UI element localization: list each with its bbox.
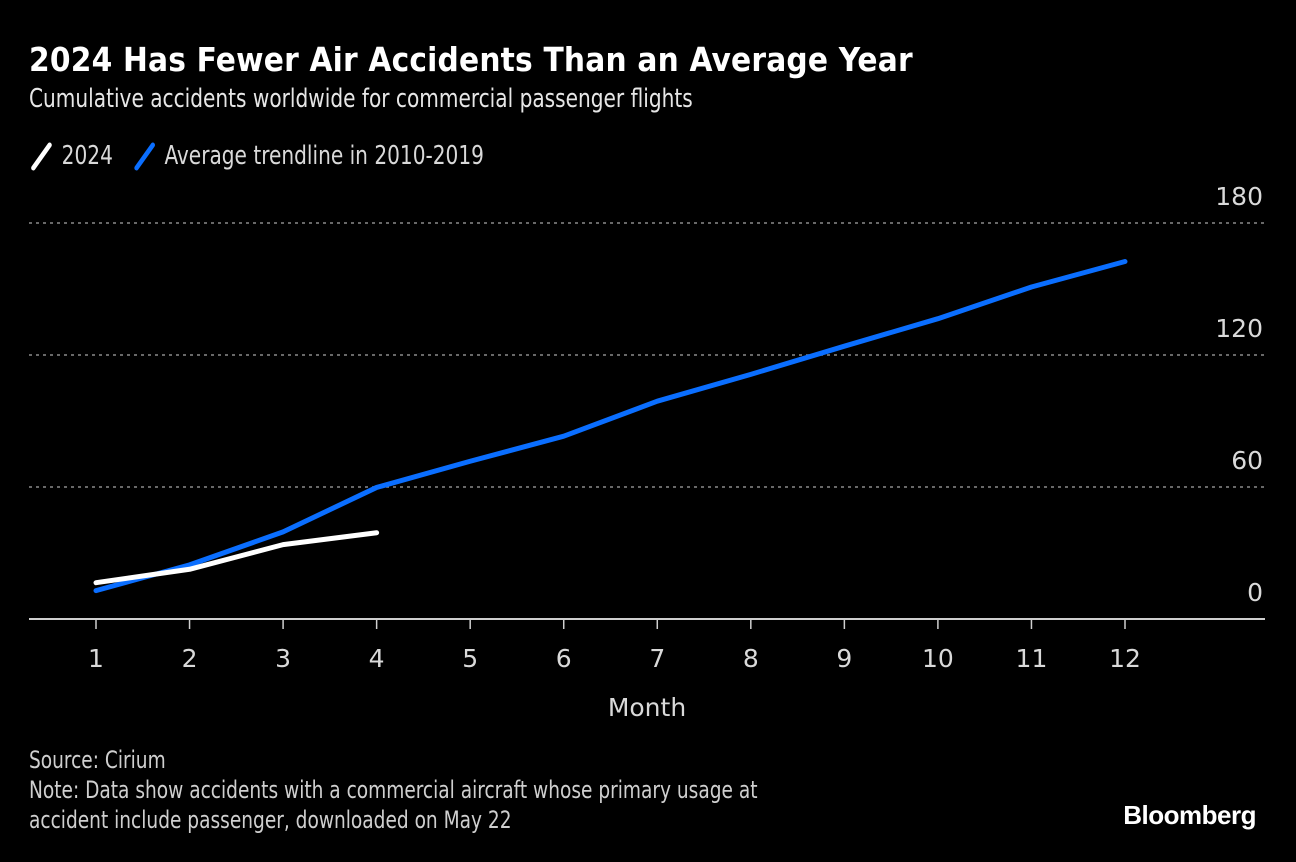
x-tick-label: 6 xyxy=(556,644,572,673)
x-axis-label: Month xyxy=(608,693,686,722)
x-ticks: 1 2 3 4 5 6 7 8 9 10 11 12 xyxy=(88,619,1141,673)
y-tick-label: 60 xyxy=(1231,446,1263,475)
x-tick-label: 1 xyxy=(88,644,104,673)
x-tick-label: 12 xyxy=(1109,644,1141,673)
legend-item-2024: 2024 xyxy=(29,140,113,172)
legend: 2024 Average trendline in 2010-2019 xyxy=(29,140,503,172)
x-tick-label: 4 xyxy=(369,644,385,673)
legend-label-average: Average trendline in 2010-2019 xyxy=(164,141,484,171)
gridlines xyxy=(29,222,1265,488)
chart-title: 2024 Has Fewer Air Accidents Than an Ave… xyxy=(29,40,913,79)
x-tick-label: 11 xyxy=(1016,644,1048,673)
legend-label-2024: 2024 xyxy=(61,141,113,171)
x-tick-label: 3 xyxy=(275,644,291,673)
legend-swatch-2024 xyxy=(31,142,52,171)
series-line-average xyxy=(93,259,1128,594)
bloomberg-logo: Bloomberg xyxy=(1123,800,1256,830)
legend-swatch-average xyxy=(133,142,155,171)
x-tick-label: 2 xyxy=(182,644,198,673)
x-tick-label: 8 xyxy=(743,644,759,673)
y-tick-labels: 0 60 120 180 xyxy=(1215,182,1263,607)
x-tick-label: 10 xyxy=(922,644,954,673)
y-tick-label: 180 xyxy=(1215,182,1263,211)
series-line-2024 xyxy=(93,530,380,586)
legend-item-average: Average trendline in 2010-2019 xyxy=(132,140,484,172)
footer: Source: Cirium Note: Data show accidents… xyxy=(29,745,757,835)
y-tick-label: 0 xyxy=(1247,578,1263,607)
y-tick-label: 120 xyxy=(1215,314,1263,343)
note-line-2: accident include passenger, downloaded o… xyxy=(29,806,512,834)
note-line-1: Note: Data show accidents with a commerc… xyxy=(29,776,758,804)
source-note: Source: Cirium xyxy=(29,746,166,774)
x-tick-label: 7 xyxy=(649,644,665,673)
series-lines xyxy=(93,259,1128,594)
chart-subtitle: Cumulative accidents worldwide for comme… xyxy=(29,84,693,114)
x-tick-label: 5 xyxy=(462,644,478,673)
x-tick-label: 9 xyxy=(836,644,852,673)
